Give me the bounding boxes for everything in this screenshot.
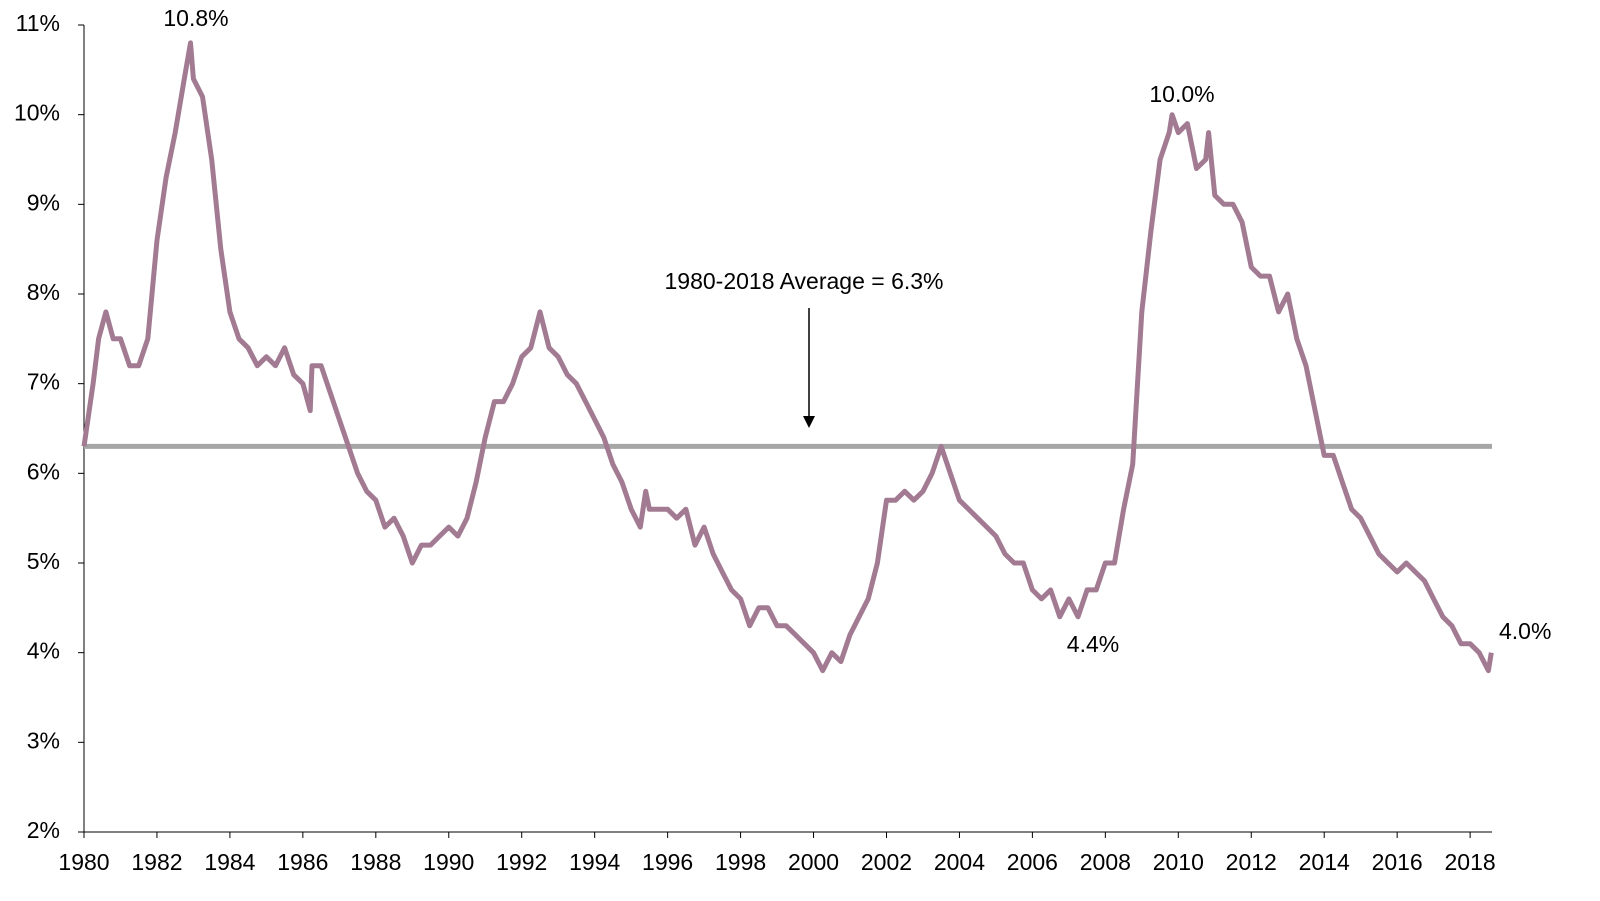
annotation: 4.4%: [1067, 631, 1119, 657]
x-tick-label: 1998: [715, 849, 766, 875]
y-tick-label: 4%: [27, 638, 60, 664]
x-tick-label: 2002: [861, 849, 912, 875]
x-tick-label: 1980: [58, 849, 109, 875]
x-tick-label: 1994: [569, 849, 620, 875]
y-tick-label: 7%: [27, 369, 60, 395]
y-tick-label: 2%: [27, 817, 60, 843]
annotation: 10.8%: [163, 5, 228, 31]
annotation: 1980-2018 Average = 6.3%: [665, 268, 944, 294]
x-tick-label: 2008: [1080, 849, 1131, 875]
x-tick-label: 1992: [496, 849, 547, 875]
y-tick-label: 9%: [27, 189, 60, 215]
x-tick-label: 2004: [934, 849, 985, 875]
x-tick-label: 2018: [1445, 849, 1496, 875]
y-tick-label: 6%: [27, 458, 60, 484]
x-tick-label: 1990: [423, 849, 474, 875]
x-tick-label: 2000: [788, 849, 839, 875]
x-tick-label: 2014: [1299, 849, 1350, 875]
x-tick-label: 2012: [1226, 849, 1277, 875]
x-tick-label: 1982: [131, 849, 182, 875]
x-tick-label: 1988: [350, 849, 401, 875]
y-tick-label: 10%: [14, 100, 60, 126]
y-tick-label: 3%: [27, 727, 60, 753]
annotation: 10.0%: [1149, 81, 1214, 107]
x-tick-label: 2006: [1007, 849, 1058, 875]
data-line: [81, 40, 1494, 674]
y-tick-label: 11%: [16, 10, 60, 36]
annotation: 4.0%: [1499, 618, 1551, 644]
x-tick-label: 1984: [204, 849, 255, 875]
y-tick-label: 8%: [27, 279, 60, 305]
y-tick-label: 5%: [27, 548, 60, 574]
arrow-head: [803, 416, 815, 428]
x-tick-label: 1986: [277, 849, 328, 875]
x-tick-label: 2016: [1372, 849, 1423, 875]
x-tick-label: 1996: [642, 849, 693, 875]
x-tick-label: 2010: [1153, 849, 1204, 875]
